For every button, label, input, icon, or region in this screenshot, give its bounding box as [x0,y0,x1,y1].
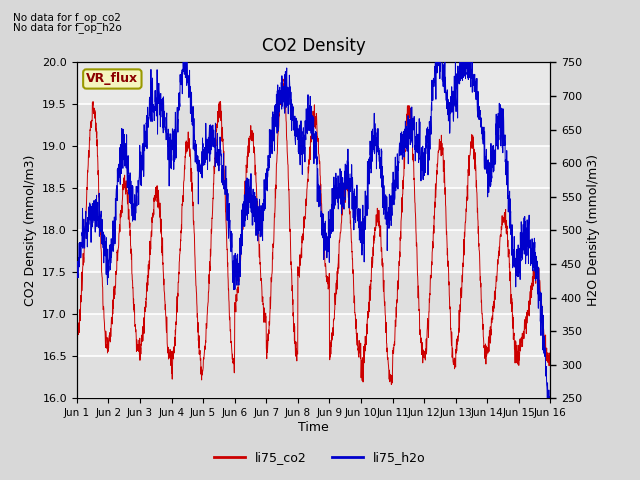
Y-axis label: H2O Density (mmol/m3): H2O Density (mmol/m3) [588,155,600,306]
Y-axis label: CO2 Density (mmol/m3): CO2 Density (mmol/m3) [24,155,36,306]
Bar [77,105,550,146]
Text: No data for f_op_h2o: No data for f_op_h2o [13,22,122,33]
Text: No data for f_op_co2: No data for f_op_co2 [13,12,121,23]
Text: VR_flux: VR_flux [86,72,138,85]
Bar [77,273,550,314]
Bar [77,357,550,398]
Bar [77,189,550,230]
Title: CO2 Density: CO2 Density [262,37,365,55]
X-axis label: Time: Time [298,421,329,434]
Legend: li75_co2, li75_h2o: li75_co2, li75_h2o [209,446,431,469]
